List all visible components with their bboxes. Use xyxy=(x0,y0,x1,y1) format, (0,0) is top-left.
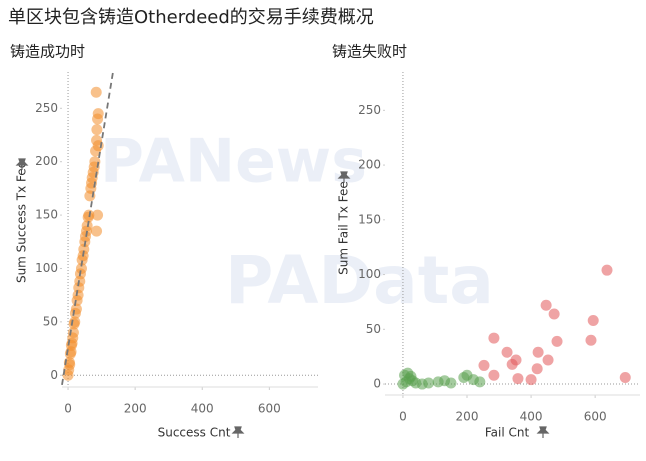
point xyxy=(531,363,543,375)
point xyxy=(525,374,537,386)
x-tick-label: 200 xyxy=(124,402,147,416)
point xyxy=(619,371,631,383)
y-tick-label: 200 xyxy=(35,154,58,168)
x-tick-label: 400 xyxy=(191,402,214,416)
point xyxy=(532,346,544,358)
panel-title: 铸造成功时 xyxy=(10,43,85,61)
y-tick-label: 250 xyxy=(358,103,381,117)
point xyxy=(540,299,552,311)
point xyxy=(92,140,104,152)
point xyxy=(506,358,518,370)
point xyxy=(488,332,500,344)
y-axis-title: Sum Success Tx Fee xyxy=(15,161,29,283)
y-tick-label: 100 xyxy=(358,267,381,281)
point xyxy=(512,373,524,385)
y-tick-label: 0 xyxy=(50,368,58,382)
point xyxy=(551,335,563,347)
point xyxy=(445,377,457,389)
pin-icon xyxy=(536,426,550,438)
point xyxy=(548,308,560,320)
point xyxy=(423,377,435,389)
y-tick-label: 100 xyxy=(35,261,58,275)
point xyxy=(601,264,613,276)
point xyxy=(542,354,554,366)
point xyxy=(501,346,513,358)
y-tick-label: 50 xyxy=(366,322,381,336)
x-tick-label: 600 xyxy=(584,410,607,424)
y-tick-label: 150 xyxy=(35,208,58,222)
point xyxy=(75,262,87,274)
x-axis-title: Success Cnt xyxy=(158,426,231,440)
point xyxy=(587,315,599,327)
point xyxy=(585,334,597,346)
point xyxy=(89,156,101,168)
x-tick-label: 200 xyxy=(456,410,479,424)
point xyxy=(488,369,500,381)
y-tick-label: 200 xyxy=(358,158,381,172)
pin-icon xyxy=(231,426,245,438)
point xyxy=(91,225,103,237)
panel-title: 铸造失败时 xyxy=(332,43,407,61)
x-axis-title: Fail Cnt xyxy=(485,426,530,440)
x-tick-label: 600 xyxy=(258,402,281,416)
y-tick-label: 0 xyxy=(373,377,381,391)
point xyxy=(90,86,102,98)
point xyxy=(91,124,103,136)
point xyxy=(64,359,76,371)
point xyxy=(478,359,490,371)
y-tick-label: 150 xyxy=(358,212,381,226)
pin-icon xyxy=(337,171,351,183)
y-tick-label: 250 xyxy=(35,101,58,115)
x-tick-label: 400 xyxy=(520,410,543,424)
watermark: PAData xyxy=(225,242,494,319)
y-axis-title: Sum Fail Tx Fee xyxy=(337,181,351,275)
x-tick-label: 0 xyxy=(399,410,407,424)
pin-icon xyxy=(15,158,29,170)
page-title: 单区块包含铸造Otherdeed的交易手续费概况 xyxy=(8,7,374,28)
trend-line xyxy=(61,71,114,386)
x-tick-label: 0 xyxy=(64,402,72,416)
point xyxy=(92,108,104,120)
point xyxy=(92,209,104,221)
point xyxy=(474,376,486,388)
y-tick-label: 50 xyxy=(43,314,58,328)
watermark: PANews xyxy=(100,127,367,197)
